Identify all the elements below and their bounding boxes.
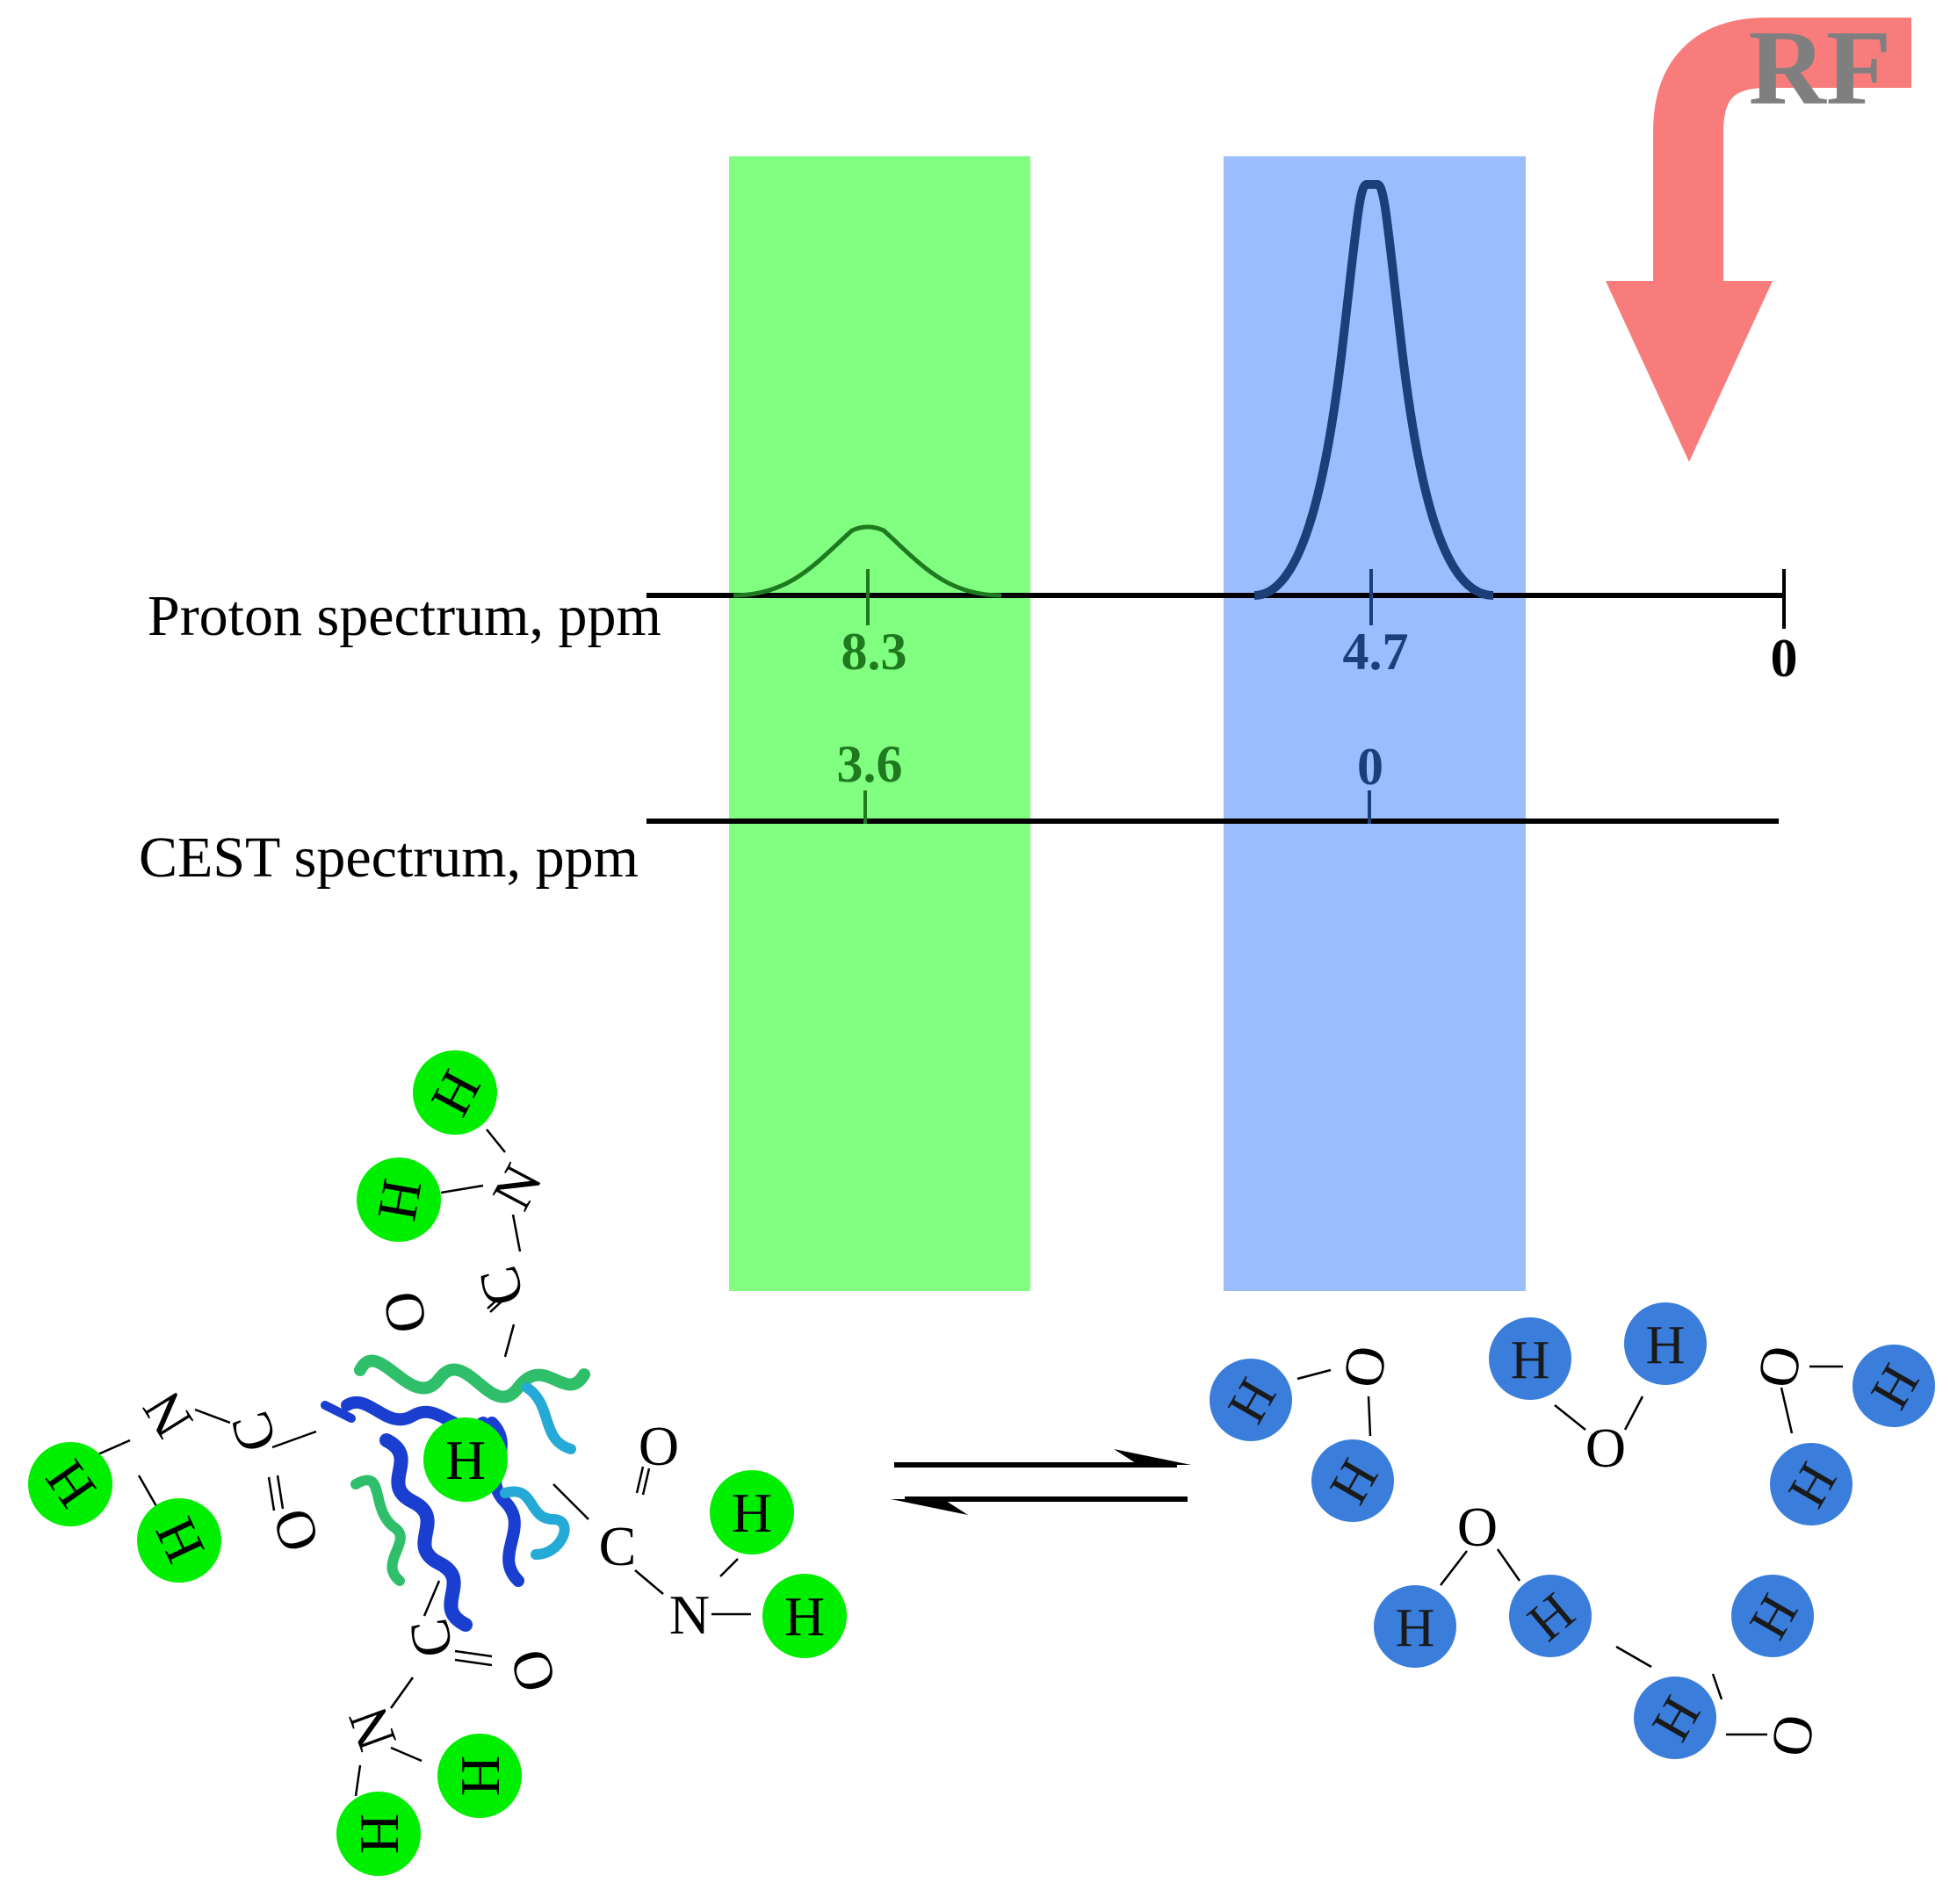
proton-tick-label-4-7: 4.7 <box>1343 623 1409 681</box>
amide-bonds <box>85 1129 751 1797</box>
atom-c: C <box>397 1614 465 1662</box>
water-h-label: H <box>1511 1331 1550 1390</box>
amide-h-label: H <box>348 1814 410 1854</box>
atom-n: N <box>480 1154 553 1219</box>
proton-axis-label: Proton spectrum, ppm <box>148 584 661 648</box>
atom-n: N <box>669 1583 710 1646</box>
solute-band <box>729 156 1030 1291</box>
amide-h-label: H <box>449 1756 511 1796</box>
rf-arrow <box>1606 18 1911 462</box>
proton-tick-label-0: 0 <box>1771 629 1798 689</box>
water-o: O <box>1457 1496 1498 1558</box>
atom-c: C <box>218 1404 289 1460</box>
cest-tick-label-3-6: 3.6 <box>837 735 903 793</box>
water-o: O <box>1759 1710 1827 1761</box>
amide-h-label: H <box>445 1429 486 1491</box>
water-oxygens: O O O O O <box>1331 1341 1827 1761</box>
solute-peak <box>733 524 1002 598</box>
rf-label: RF <box>1749 9 1892 127</box>
atom-o: O <box>371 1287 439 1338</box>
water-peak <box>1253 180 1494 600</box>
cest-tick-label-0: 0 <box>1357 738 1383 796</box>
water-o: O <box>1331 1341 1399 1392</box>
atom-c: C <box>599 1515 637 1577</box>
water-band <box>1224 156 1526 1291</box>
cest-axis <box>646 790 1779 824</box>
amide-hydrogens <box>28 1050 847 1876</box>
cest-axis-label: CEST spectrum, ppm <box>139 826 639 890</box>
atom-o: O <box>497 1643 568 1698</box>
amide-atoms: N C O N C O O C N C O N <box>130 1154 710 1758</box>
atom-o: O <box>639 1415 679 1477</box>
amide-h-label: H <box>784 1585 825 1648</box>
water-h-label: H <box>1396 1598 1435 1658</box>
water-hydrogens <box>1210 1302 1935 1759</box>
water-h-label: H <box>1646 1316 1686 1375</box>
water-bonds <box>1296 1365 1843 1736</box>
water-o: O <box>1745 1341 1814 1392</box>
proton-axis <box>646 569 1786 629</box>
atom-o: O <box>260 1502 332 1560</box>
atom-c: C <box>466 1260 537 1313</box>
atom-n: N <box>130 1381 205 1448</box>
water-o: O <box>1585 1417 1626 1479</box>
proton-tick-label-8-3: 8.3 <box>841 623 907 681</box>
exchange-arrows <box>891 1449 1191 1515</box>
amide-h-label: H <box>732 1482 772 1544</box>
